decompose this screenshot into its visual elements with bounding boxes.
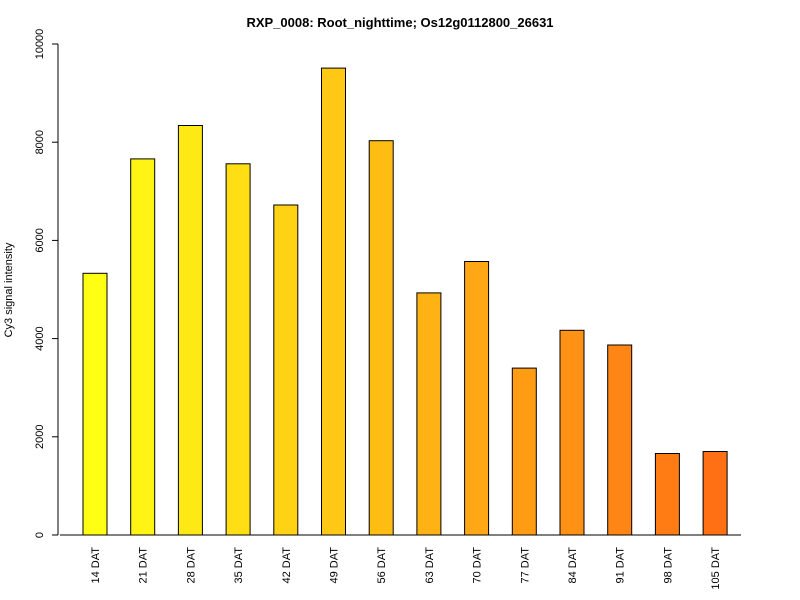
bar-77-dat <box>511 367 537 536</box>
x-tick-label: 63 DAT <box>424 547 436 584</box>
x-tick-label: 35 DAT <box>233 547 245 584</box>
y-tick-label: 6000 <box>34 228 46 252</box>
bar-28-dat <box>177 125 203 536</box>
y-tick-label: 10000 <box>34 29 46 60</box>
x-tick-label: 49 DAT <box>329 547 341 584</box>
bar-21-dat <box>130 158 156 536</box>
bar-56-dat <box>368 140 394 536</box>
y-tick-label: 2000 <box>34 425 46 449</box>
x-tick-label: 105 DAT <box>710 547 722 590</box>
x-tick-label: 77 DAT <box>519 547 531 584</box>
bar-49-dat <box>321 67 346 536</box>
chart-title: RXP_0008: Root_nighttime; Os12g0112800_2… <box>246 15 553 30</box>
x-tick-label: 42 DAT <box>281 547 293 584</box>
y-axis-title: Cy3 signal intensity <box>3 242 15 337</box>
bar-70-dat <box>464 261 490 536</box>
y-tick-label: 4000 <box>34 326 46 350</box>
y-tick-label: 0 <box>34 532 46 538</box>
bar-14-dat <box>82 272 108 536</box>
bar-42-dat <box>273 204 299 536</box>
x-tick-label: 70 DAT <box>472 547 484 584</box>
bar-84-dat <box>559 329 585 536</box>
x-tick-label: 84 DAT <box>567 547 579 584</box>
x-tick-label: 14 DAT <box>90 547 102 584</box>
bar-105-dat <box>702 451 728 536</box>
bar-98-dat <box>654 453 680 536</box>
bar-63-dat <box>416 292 442 536</box>
x-tick-label: 98 DAT <box>662 547 674 584</box>
bar-91-dat <box>607 344 633 536</box>
x-tick-label: 91 DAT <box>615 547 627 584</box>
x-tick-label: 21 DAT <box>138 547 150 584</box>
y-axis: 0 2000 4000 6000 8000 10000 <box>34 29 59 538</box>
bars <box>82 67 728 536</box>
y-tick-label: 8000 <box>34 130 46 154</box>
x-tick-label: 56 DAT <box>376 547 388 584</box>
x-tick-label: 28 DAT <box>185 547 197 584</box>
x-axis: 14 DAT 21 DAT 28 DAT 35 DAT 42 DAT 49 DAT 56 D… <box>60 534 741 590</box>
bar-35-dat <box>225 163 251 536</box>
